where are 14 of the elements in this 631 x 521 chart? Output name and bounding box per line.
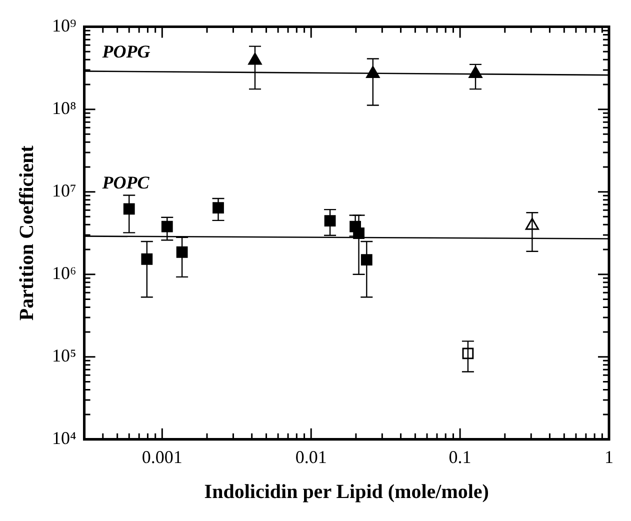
x-tick-label: 0.1	[448, 446, 472, 467]
annotation: POPG	[101, 41, 150, 62]
x-tick-label: 0.001	[142, 446, 182, 467]
y-tick-label: 10⁹	[52, 16, 76, 36]
y-axis-title: Partition Coefficient	[16, 145, 38, 321]
x-tick-label: 1	[604, 446, 614, 467]
y-tick-label: 10⁸	[52, 98, 76, 118]
x-tick-label: 0.01	[295, 446, 327, 467]
y-tick-label: 10⁶	[52, 263, 76, 284]
y-tick-label: 10⁵	[52, 346, 76, 366]
x-axis-title: Indolicidin per Lipid (mole/mole)	[204, 481, 489, 504]
y-tick-label: 10⁷	[52, 180, 76, 201]
y-tick-label: 10⁴	[52, 428, 76, 448]
annotation: POPC	[101, 172, 150, 193]
